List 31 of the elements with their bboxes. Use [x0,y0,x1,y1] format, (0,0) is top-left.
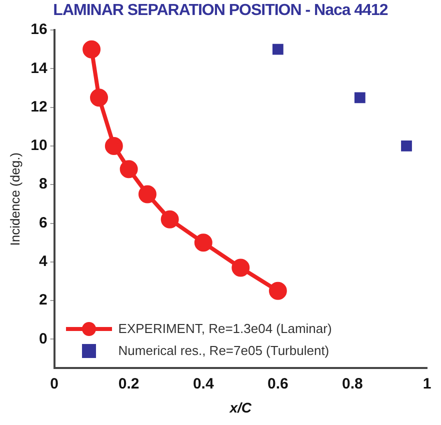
x-axis-title: x/C [228,399,252,416]
point [90,88,108,107]
point [160,210,179,228]
legend-label: Numerical res., Re=7e05 (Turbulent) [118,342,330,360]
point [104,136,123,155]
chart-title: LAMINAR SEPARATION POSITION - Naca 4412 [52,2,389,20]
x-tick-label: 0.6 [267,375,288,392]
y-tick-label: 10 [30,137,48,154]
y-tick-label: 6 [38,214,48,232]
point [194,234,212,252]
y-tick-label: 2 [38,292,48,309]
y-axis-title: Incidence (deg.) [7,152,22,246]
point [120,160,138,178]
y-tick-label: 12 [30,98,48,116]
point [401,140,412,152]
x-tick-label: 0.8 [342,375,363,392]
y-tick-label: 0 [38,330,48,348]
point [82,40,101,58]
point [272,44,284,55]
point [232,258,250,277]
y-tick-label: 8 [38,176,48,193]
y-tick-label: 14 [30,60,48,77]
y-tick-label: 4 [38,253,48,270]
y-tick-label: 16 [30,21,48,38]
x-tick-label: 0.2 [118,375,140,392]
point [354,92,366,104]
point [138,185,156,204]
x-tick-label: 0.4 [192,375,214,392]
legend-label: EXPERIMENT, Re=1.3e04 (Laminar) [118,320,332,338]
x-tick-label: 1 [422,375,432,392]
point [268,282,287,300]
